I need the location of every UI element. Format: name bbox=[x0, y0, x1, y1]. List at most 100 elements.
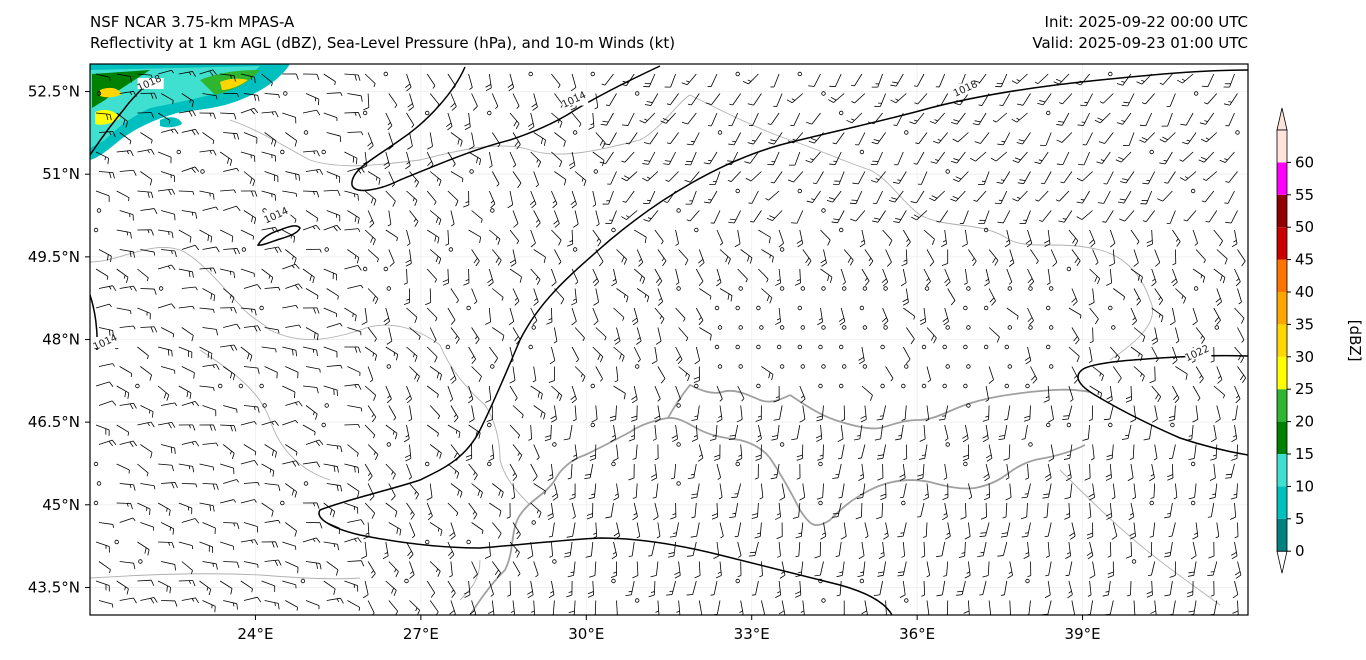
wind-barb bbox=[223, 93, 239, 97]
calm-wind-marker bbox=[779, 286, 785, 291]
isobar-label-bg bbox=[1185, 348, 1212, 360]
isobar-1022 bbox=[1077, 354, 1248, 456]
wind-barb bbox=[1021, 483, 1031, 499]
calm-wind-marker bbox=[800, 325, 805, 330]
calm-wind-marker bbox=[883, 325, 888, 330]
wind-barb bbox=[385, 385, 392, 404]
wind-barb bbox=[1069, 522, 1076, 540]
wind-barb bbox=[675, 346, 683, 365]
calm-wind-marker bbox=[487, 110, 492, 116]
calm-wind-marker bbox=[611, 227, 616, 233]
wind-barb bbox=[942, 483, 949, 501]
wind-barb bbox=[1005, 483, 1012, 501]
wind-barb bbox=[594, 93, 599, 110]
lon-tick-label: 36°E bbox=[899, 625, 935, 643]
wind-barb bbox=[243, 366, 260, 374]
wind-barb bbox=[506, 502, 511, 519]
wind-barb bbox=[344, 112, 362, 119]
calm-wind-marker bbox=[1025, 383, 1030, 389]
wind-barb bbox=[621, 210, 638, 220]
border-line bbox=[229, 94, 691, 167]
calm-wind-marker bbox=[945, 169, 950, 174]
wind-barb bbox=[305, 405, 318, 420]
wind-barb bbox=[551, 229, 562, 246]
wind-barb bbox=[160, 366, 176, 374]
calm-wind-marker bbox=[1108, 422, 1113, 428]
wind-barb bbox=[98, 363, 115, 367]
wind-barb bbox=[806, 190, 821, 203]
wind-barb bbox=[116, 112, 129, 128]
wind-barb bbox=[305, 600, 320, 610]
calm-wind-marker bbox=[1193, 286, 1199, 291]
calm-wind-marker bbox=[859, 149, 865, 155]
wind-barb bbox=[161, 600, 178, 607]
wind-barb bbox=[631, 405, 638, 422]
wind-barb bbox=[347, 210, 360, 224]
wind-barb bbox=[850, 210, 866, 222]
wind-barb bbox=[140, 326, 158, 333]
wind-barb bbox=[157, 303, 176, 309]
wind-barb bbox=[729, 502, 739, 519]
wind-barb bbox=[1133, 288, 1141, 306]
calm-wind-marker bbox=[611, 578, 616, 584]
wind-barb bbox=[264, 559, 282, 566]
wind-barb bbox=[161, 402, 177, 407]
wind-barb bbox=[944, 268, 951, 287]
wind-barb bbox=[485, 385, 492, 403]
wind-barb bbox=[512, 288, 520, 306]
calm-wind-marker bbox=[386, 286, 391, 291]
wind-barb bbox=[748, 112, 759, 127]
calm-wind-marker bbox=[1045, 110, 1051, 116]
wind-barb bbox=[364, 463, 373, 481]
wind-barb bbox=[98, 285, 117, 292]
wind-barb bbox=[675, 385, 681, 402]
colorbar-segment bbox=[1277, 194, 1287, 228]
wind-barb bbox=[1088, 483, 1095, 501]
wind-barb bbox=[1017, 93, 1031, 106]
wind-barb bbox=[926, 366, 932, 383]
wind-barb bbox=[361, 541, 368, 559]
wind-barb bbox=[697, 444, 704, 462]
wind-barb bbox=[1064, 483, 1073, 500]
wind-barb bbox=[592, 190, 597, 207]
calm-wind-marker bbox=[818, 383, 823, 389]
wind-barb bbox=[243, 596, 262, 603]
wind-barb bbox=[592, 268, 600, 287]
wind-barb bbox=[748, 190, 759, 204]
wind-barb bbox=[463, 268, 470, 286]
wind-barb bbox=[220, 463, 235, 475]
wind-barb bbox=[1159, 73, 1173, 85]
calm-wind-marker bbox=[738, 286, 743, 291]
wind-barb bbox=[775, 307, 781, 325]
wind-barb bbox=[1175, 288, 1187, 304]
wind-barb bbox=[1142, 210, 1156, 223]
calm-wind-marker bbox=[1007, 286, 1012, 291]
wind-barb bbox=[695, 268, 704, 287]
wind-barb bbox=[877, 463, 884, 481]
wind-barb bbox=[995, 73, 1008, 88]
wind-barb bbox=[625, 580, 635, 596]
wind-barb bbox=[285, 171, 301, 181]
wind-barb bbox=[718, 483, 723, 500]
wind-barb bbox=[285, 561, 299, 574]
wind-barb bbox=[703, 190, 718, 204]
wind-barb bbox=[409, 327, 421, 340]
wind-barb bbox=[409, 561, 415, 579]
wind-barb bbox=[1064, 502, 1071, 520]
calm-wind-marker bbox=[487, 461, 492, 467]
wind-barb bbox=[729, 93, 742, 106]
wind-barb bbox=[492, 327, 505, 342]
wind-barb bbox=[815, 424, 823, 442]
wind-barb bbox=[609, 405, 617, 422]
wind-barb bbox=[1231, 424, 1238, 443]
wind-barb bbox=[223, 405, 238, 413]
wind-barb bbox=[616, 288, 629, 303]
wind-barb bbox=[1044, 522, 1052, 538]
calm-wind-marker bbox=[1025, 578, 1030, 584]
wind-barb bbox=[223, 132, 240, 140]
wind-barb bbox=[116, 268, 129, 284]
wind-barb bbox=[426, 190, 437, 206]
wind-barb bbox=[1154, 288, 1164, 306]
wind-barb bbox=[344, 307, 357, 322]
wind-barb bbox=[367, 444, 379, 461]
